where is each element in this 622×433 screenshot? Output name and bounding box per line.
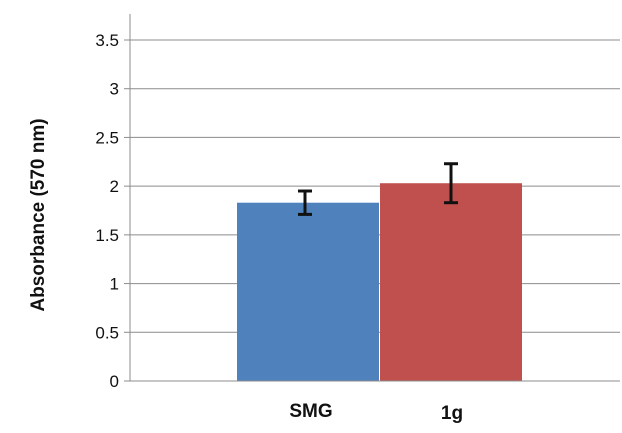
y-tick-label: 3.5 — [95, 31, 119, 50]
y-tick-label: 3 — [110, 80, 119, 99]
y-tick-label: 0.5 — [95, 323, 119, 342]
x-category-label: 1g — [441, 403, 463, 424]
y-tick-label: 0 — [110, 372, 119, 391]
error-bars — [298, 162, 458, 216]
y-tick-label: 1.5 — [95, 226, 119, 245]
axes — [124, 14, 620, 382]
y-tick-label: 1 — [110, 275, 119, 294]
x-category-label: SMG — [289, 401, 332, 422]
y-tick-label: 2.5 — [95, 128, 119, 147]
error-bar-1g — [444, 162, 458, 205]
error-bar-smg — [298, 189, 312, 216]
y-tick-label: 2 — [110, 177, 119, 196]
y-axis-title: Absorbance (570 nm) — [28, 118, 49, 311]
labels: 0 0.5 1 1.5 2 2.5 3 3.5 SMG 1g — [95, 31, 463, 424]
bar-1g — [380, 183, 522, 381]
bar-smg — [237, 202, 379, 381]
bars — [237, 183, 522, 381]
